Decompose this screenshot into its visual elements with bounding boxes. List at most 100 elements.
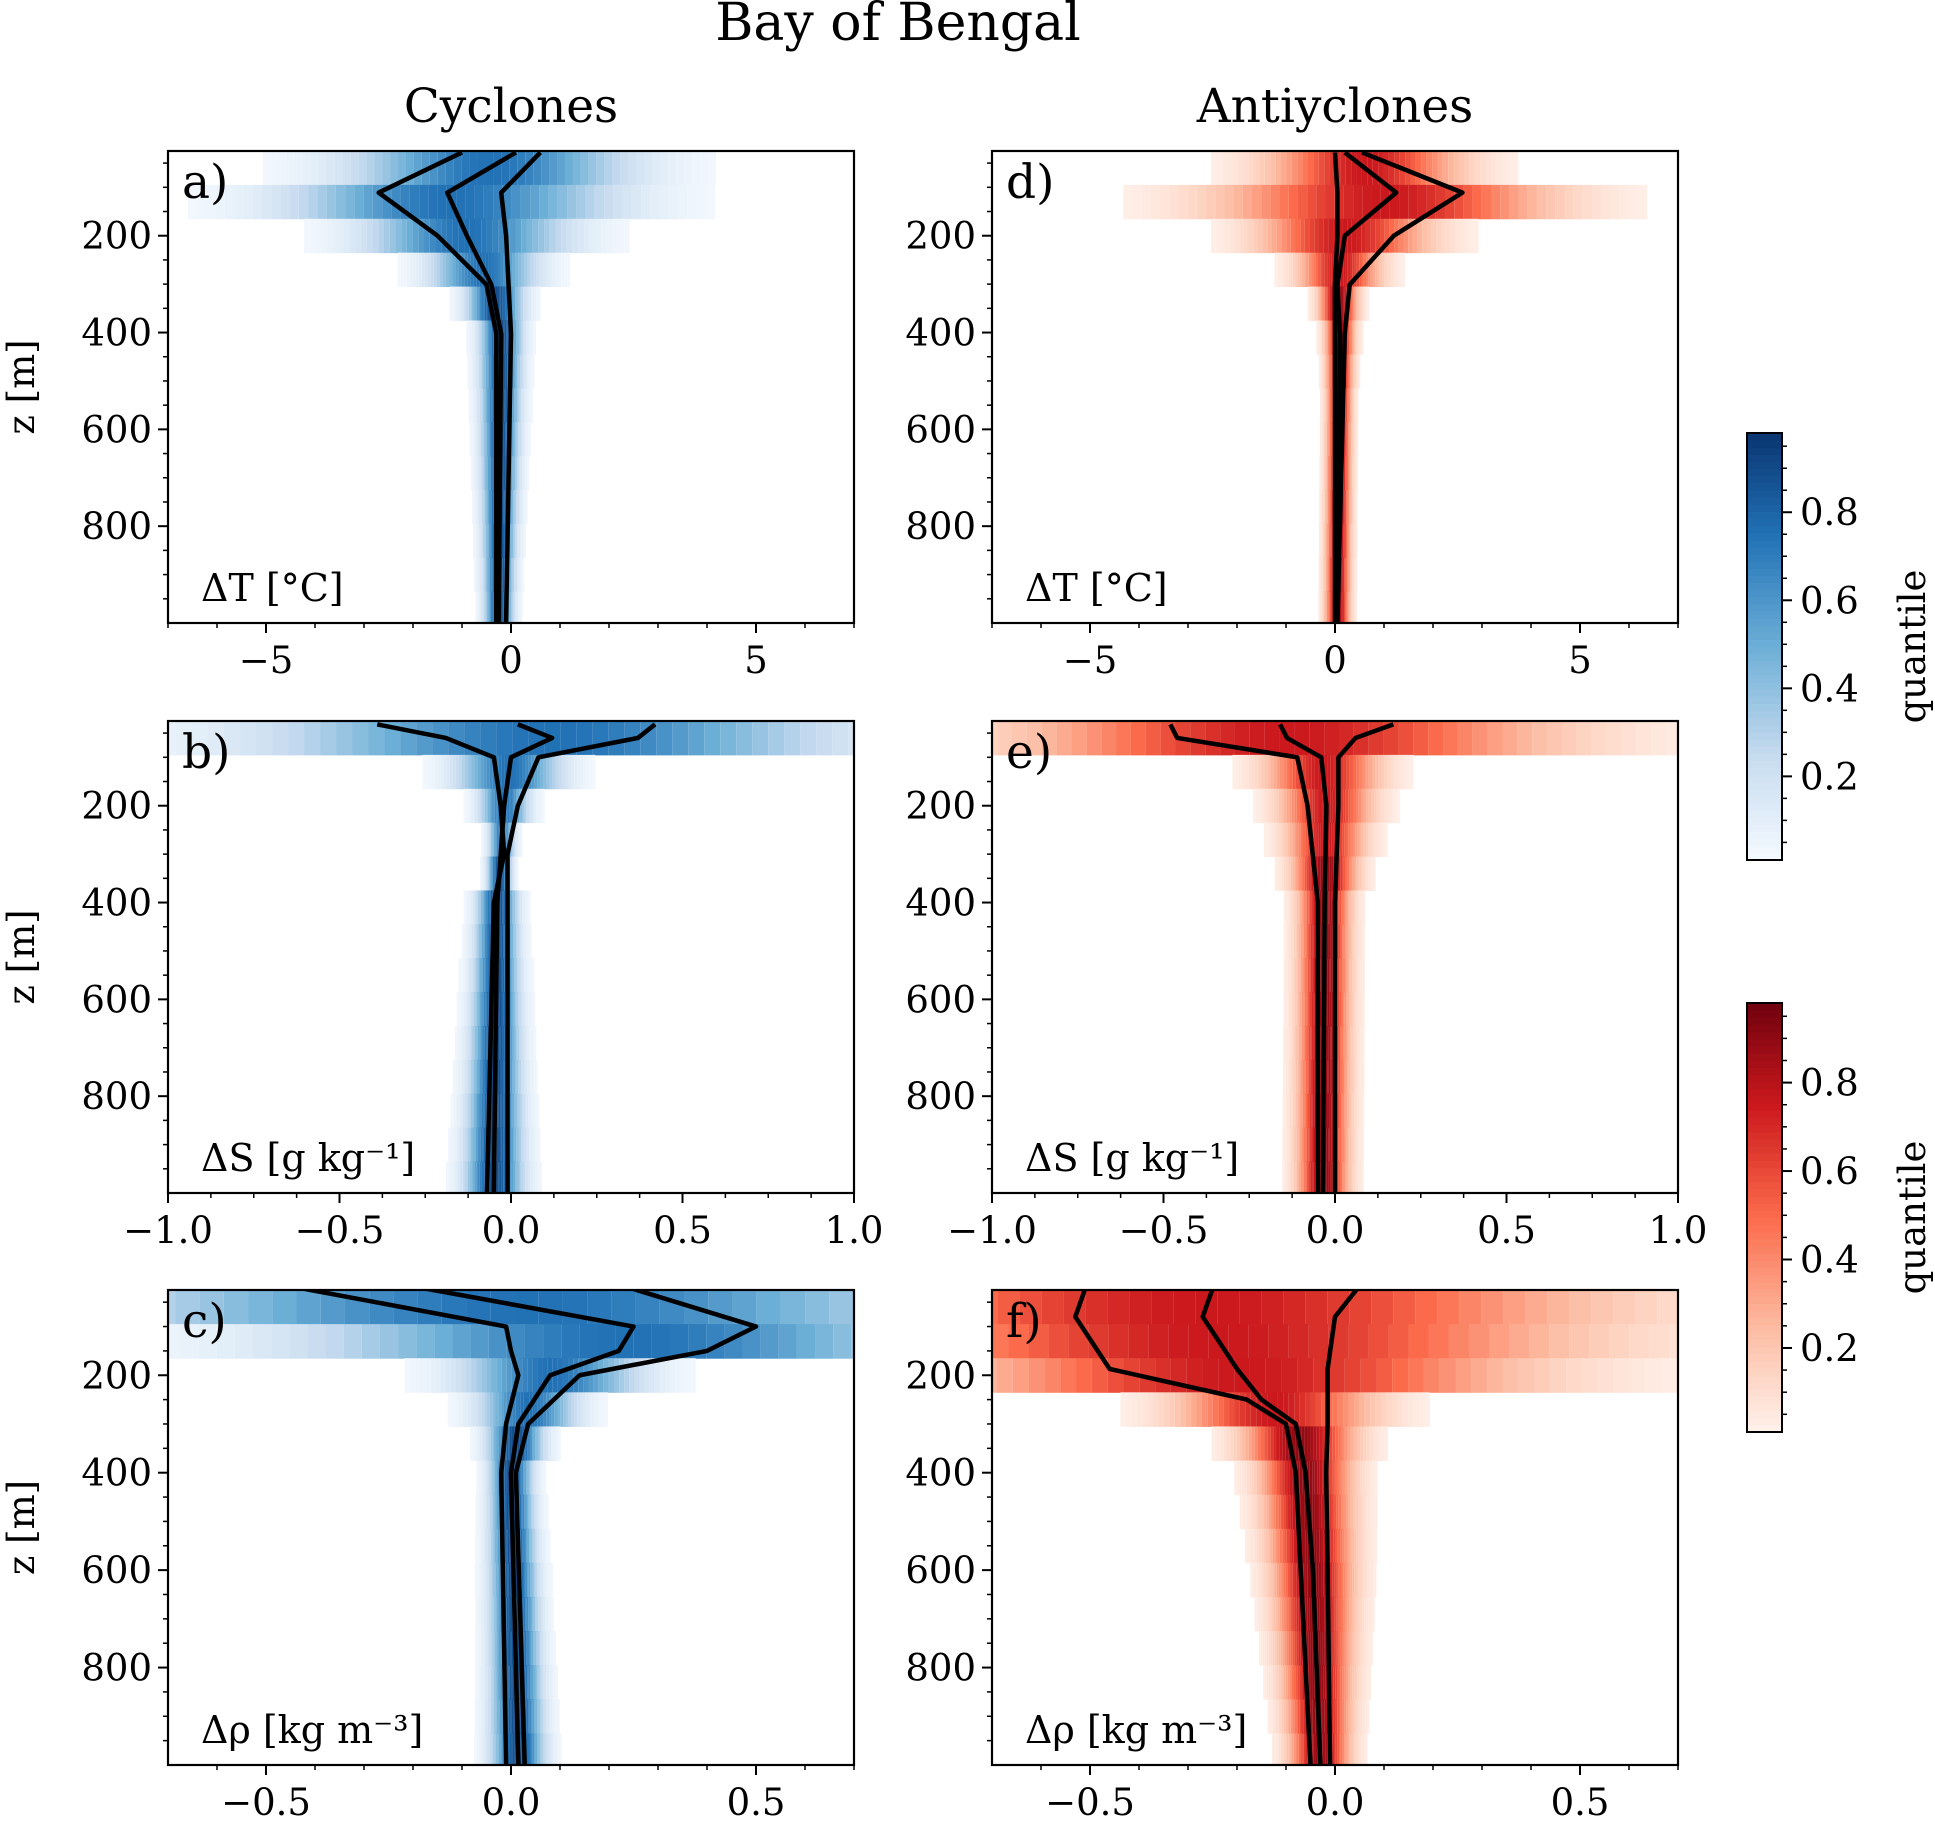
heatmap-cell xyxy=(1239,1460,1242,1496)
heatmap-cell xyxy=(496,1665,499,1700)
heatmap-cell xyxy=(1360,992,1362,1027)
heatmap-cell xyxy=(508,1426,510,1462)
x-tick-label: 1.0 xyxy=(825,1209,884,1252)
colorbar-segment xyxy=(1747,553,1782,562)
heatmap-cell xyxy=(1267,218,1273,254)
heatmap-cell xyxy=(457,1059,459,1095)
heatmap-cell xyxy=(1455,218,1460,254)
heatmap-cell xyxy=(644,151,653,186)
heatmap-cell xyxy=(1299,1392,1306,1427)
heatmap-cell xyxy=(461,1093,463,1129)
heatmap-cell xyxy=(1338,1161,1340,1193)
heatmap-cell xyxy=(1332,1562,1335,1598)
heatmap-cell xyxy=(1327,788,1331,824)
colorbar-segment xyxy=(1747,1238,1782,1247)
heatmap-cell xyxy=(1326,924,1329,959)
heatmap-cell xyxy=(1270,1562,1273,1598)
heatmap-cell xyxy=(501,992,503,1027)
heatmap-cell xyxy=(931,1290,953,1325)
heatmap-cell xyxy=(1353,1699,1356,1734)
heatmap-cell xyxy=(1347,1460,1351,1496)
heatmap-cell xyxy=(456,1392,459,1427)
heatmap-cell xyxy=(490,489,492,525)
heatmap-cell xyxy=(1356,218,1362,254)
heatmap-cell xyxy=(1123,184,1133,220)
heatmap-cell xyxy=(472,1161,475,1193)
heatmap-cell xyxy=(893,721,908,755)
heatmap-cell xyxy=(1408,218,1413,254)
heatmap-cell xyxy=(296,1290,321,1325)
heatmap-cell xyxy=(477,354,479,389)
heatmap-cell xyxy=(1286,1631,1289,1666)
heatmap-cell xyxy=(557,184,568,220)
heatmap-cell xyxy=(366,151,375,186)
heatmap-cell xyxy=(565,1392,569,1427)
heatmap-cell xyxy=(1362,1733,1365,1765)
heatmap-cell xyxy=(1310,856,1312,891)
heatmap-cell xyxy=(540,1665,542,1700)
heatmap-cell xyxy=(424,218,430,254)
heatmap-cell xyxy=(517,1025,520,1061)
heatmap-cell xyxy=(1299,992,1301,1027)
heatmap-cell xyxy=(1403,754,1407,790)
heatmap-cell xyxy=(1310,1426,1314,1462)
heatmap-cell xyxy=(1174,1392,1181,1427)
heatmap-cell xyxy=(1302,1460,1305,1496)
heatmap-cell xyxy=(512,252,516,288)
heatmap-cell xyxy=(1327,754,1331,790)
colorbar-segment xyxy=(1747,710,1782,719)
heatmap-cell xyxy=(1289,1528,1292,1564)
heatmap-cell xyxy=(1285,924,1287,959)
heatmap-cell xyxy=(532,1127,535,1163)
heatmap-cell xyxy=(1303,992,1305,1027)
heatmap-cell xyxy=(1343,1025,1345,1061)
heatmap-cell xyxy=(1349,754,1353,790)
heatmap-cell xyxy=(1347,523,1349,559)
heatmap-cell xyxy=(1298,890,1300,925)
heatmap-cell xyxy=(476,489,478,525)
heatmap-cell xyxy=(527,388,529,423)
heatmap-cell xyxy=(498,1596,500,1632)
heatmap-cell xyxy=(1321,422,1323,457)
heatmap-cell xyxy=(1270,754,1274,790)
heatmap-cell xyxy=(1331,354,1334,389)
heatmap-cell xyxy=(1131,1392,1137,1427)
heatmap-cell xyxy=(1346,754,1350,790)
heatmap-cell xyxy=(445,151,454,186)
heatmap-cell xyxy=(527,252,531,288)
heatmap-cell xyxy=(1301,788,1305,824)
heatmap-cell xyxy=(440,1358,446,1393)
heatmap-cell xyxy=(1337,218,1343,254)
heatmap-cell xyxy=(1345,788,1349,824)
heatmap-cell xyxy=(497,286,500,321)
heatmap-cell xyxy=(1378,754,1382,790)
heatmap-cell xyxy=(288,721,305,756)
heatmap-cell xyxy=(1353,523,1355,559)
heatmap-cell xyxy=(1352,856,1355,891)
heatmap xyxy=(931,1290,1678,1765)
heatmap-cell xyxy=(566,218,573,254)
heatmap-cell xyxy=(1349,1562,1353,1598)
heatmap-cell xyxy=(568,754,572,790)
heatmap-cell xyxy=(1272,1631,1275,1666)
heatmap-cell xyxy=(1346,1699,1348,1734)
heatmap-cell xyxy=(547,1528,550,1564)
heatmap-cell xyxy=(556,1426,558,1462)
heatmap-cell xyxy=(1359,1392,1365,1427)
heatmap-cell xyxy=(526,992,529,1027)
heatmap-cell xyxy=(463,1025,465,1061)
heatmap-cell xyxy=(1309,1093,1312,1129)
heatmap-cell xyxy=(522,388,525,423)
heatmap-cell xyxy=(1350,1733,1353,1765)
heatmap-cell xyxy=(490,1290,515,1325)
heatmap-cell xyxy=(498,218,505,254)
heatmap-cell xyxy=(479,489,481,525)
heatmap-cell xyxy=(1151,1290,1174,1325)
heatmap-cell xyxy=(1281,856,1284,891)
heatmap-cell xyxy=(1320,320,1323,355)
heatmap-cell xyxy=(520,354,522,389)
heatmap-cell xyxy=(465,958,468,993)
heatmap-cell xyxy=(518,523,521,559)
heatmap-cell xyxy=(478,1460,481,1496)
